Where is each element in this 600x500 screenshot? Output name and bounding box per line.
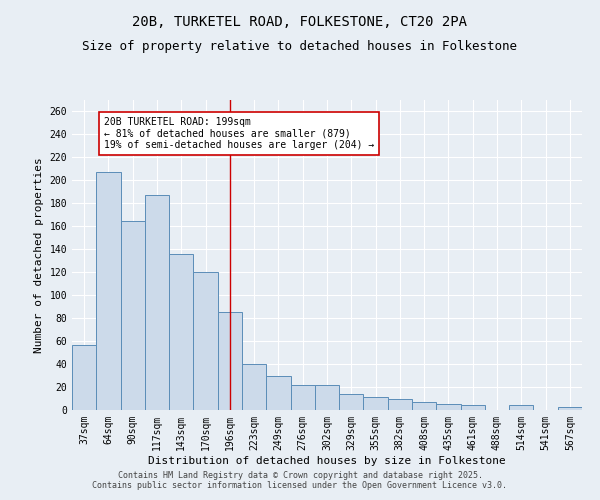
Bar bbox=[412, 402, 436, 410]
Bar bbox=[364, 398, 388, 410]
Text: Size of property relative to detached houses in Folkestone: Size of property relative to detached ho… bbox=[83, 40, 517, 53]
Bar bbox=[290, 384, 315, 410]
Text: 20B, TURKETEL ROAD, FOLKESTONE, CT20 2PA: 20B, TURKETEL ROAD, FOLKESTONE, CT20 2PA bbox=[133, 15, 467, 29]
X-axis label: Distribution of detached houses by size in Folkestone: Distribution of detached houses by size … bbox=[148, 456, 506, 466]
Bar bbox=[315, 384, 339, 410]
Bar bbox=[96, 172, 121, 410]
Bar bbox=[558, 406, 582, 410]
Bar bbox=[339, 394, 364, 410]
Y-axis label: Number of detached properties: Number of detached properties bbox=[34, 157, 44, 353]
Bar bbox=[436, 404, 461, 410]
Bar bbox=[72, 344, 96, 410]
Bar bbox=[218, 312, 242, 410]
Bar bbox=[169, 254, 193, 410]
Bar bbox=[242, 364, 266, 410]
Bar bbox=[509, 406, 533, 410]
Bar bbox=[266, 376, 290, 410]
Text: Contains HM Land Registry data © Crown copyright and database right 2025.
Contai: Contains HM Land Registry data © Crown c… bbox=[92, 470, 508, 490]
Bar bbox=[121, 220, 145, 410]
Bar bbox=[388, 398, 412, 410]
Bar bbox=[461, 406, 485, 410]
Bar bbox=[193, 272, 218, 410]
Bar bbox=[145, 196, 169, 410]
Text: 20B TURKETEL ROAD: 199sqm
← 81% of detached houses are smaller (879)
19% of semi: 20B TURKETEL ROAD: 199sqm ← 81% of detac… bbox=[104, 117, 374, 150]
